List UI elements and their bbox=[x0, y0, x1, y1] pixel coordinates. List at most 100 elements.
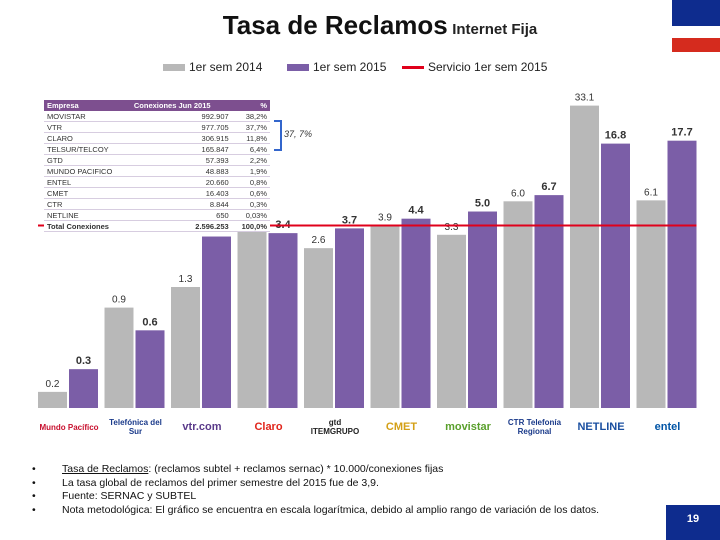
bar-2015 bbox=[534, 195, 564, 408]
table-cell-empresa: CTR bbox=[44, 198, 131, 210]
bar-2014 bbox=[38, 391, 67, 408]
table-cell-empresa: CMET bbox=[44, 187, 131, 199]
table-cell-pct: 6,4% bbox=[231, 143, 270, 155]
note-2: • La tasa global de reclamos del primer s… bbox=[32, 476, 379, 489]
page-number: 19 bbox=[686, 513, 700, 525]
table-total-pct: 100,0% bbox=[231, 220, 270, 232]
logo-mundo-pacifico: Mundo Pacífico bbox=[39, 422, 99, 432]
page-number-box bbox=[666, 505, 720, 540]
logo-entel: entel bbox=[654, 421, 681, 433]
logo-cmet: CMET bbox=[385, 421, 418, 433]
table-cell-conexiones: 57.393 bbox=[130, 154, 232, 166]
bar-2014 bbox=[104, 307, 134, 408]
note-4-text: Nota metodológica: El gráfico se encuent… bbox=[62, 503, 599, 516]
data-label-2015: 4.4 bbox=[408, 205, 424, 217]
legend-swatch-service bbox=[402, 66, 424, 70]
table-row: CMET 16.403 0,6% bbox=[44, 187, 270, 199]
table-cell-pct: 1,9% bbox=[231, 165, 270, 177]
note-1-tail: : (reclamos subtel + reclamos sernac) * … bbox=[148, 463, 444, 475]
table-cell-pct: 0,3% bbox=[231, 198, 270, 210]
table-cell-conexiones: 8.844 bbox=[130, 198, 232, 210]
data-label-2014: 33.1 bbox=[575, 93, 595, 104]
table-row: VTR 977.705 37,7% bbox=[44, 121, 270, 133]
data-label-2015: 3.7 bbox=[342, 214, 357, 226]
data-label-2014: 1.3 bbox=[179, 274, 193, 285]
title-main: Tasa de Reclamos bbox=[222, 10, 448, 40]
bar-2015 bbox=[335, 228, 364, 408]
table-header-empresa: Empresa bbox=[44, 100, 131, 111]
table-total-row: Total Conexiones 2.596.253 100,0% bbox=[44, 220, 270, 232]
bracket bbox=[274, 120, 282, 151]
data-label-2014: 3.9 bbox=[378, 212, 392, 223]
bar-2014 bbox=[171, 286, 200, 408]
data-label-2014: 6.0 bbox=[511, 188, 525, 199]
note-1: • Tasa de Reclamos: (reclamos subtel + re… bbox=[32, 463, 444, 475]
legend-item-2015: 1er sem 2015 bbox=[287, 60, 386, 74]
data-label-2015: 0.6 bbox=[142, 316, 157, 328]
note-4: • Nota metodológica: El gráfico se encuen… bbox=[32, 503, 599, 516]
flag-blue-band bbox=[672, 0, 720, 26]
table-cell-conexiones: 165.847 bbox=[130, 143, 232, 155]
table-cell-pct: 2,2% bbox=[231, 154, 270, 166]
flag-red-band bbox=[672, 38, 720, 52]
table-row: MOVISTAR 992.907 38,2% bbox=[44, 111, 270, 122]
table-row: CLARO 306.915 11,8% bbox=[44, 132, 270, 144]
table-row: MUNDO PACIFICO 48.883 1,9% bbox=[44, 165, 270, 177]
bar-2015 bbox=[468, 211, 497, 408]
table-row: TELSUR/TELCOY 165.847 6,4% bbox=[44, 143, 270, 155]
legend-swatch-2014 bbox=[163, 64, 185, 72]
slide-title: Tasa de Reclamos Internet Fija bbox=[150, 10, 610, 41]
note-2-text: La tasa global de reclamos del primer se… bbox=[62, 476, 379, 489]
bar-2014 bbox=[503, 201, 533, 408]
table-cell-empresa: MUNDO PACIFICO bbox=[44, 165, 131, 177]
data-label-2014: 3.3 bbox=[445, 222, 459, 233]
table-cell-empresa: CLARO bbox=[44, 132, 131, 144]
market-share-table: Empresa Conexiones Jun 2015 % MOVISTAR 99… bbox=[44, 100, 270, 232]
logo-telefonica-del-sur: Telefónica del Sur bbox=[109, 418, 162, 436]
bar-2015 bbox=[69, 369, 98, 408]
note-1-head: Tasa de Reclamos bbox=[62, 463, 149, 475]
title-sub: Internet Fija bbox=[452, 21, 538, 38]
data-label-2014: 6.1 bbox=[644, 187, 658, 198]
table-cell-conexiones: 977.705 bbox=[130, 121, 232, 133]
note-3: • Fuente: SERNAC y SUBTEL bbox=[32, 490, 197, 502]
bar-2014 bbox=[437, 234, 466, 408]
table-total-empresa: Total Conexiones bbox=[44, 220, 131, 232]
legend-item-2014: 1er sem 2014 bbox=[163, 60, 262, 74]
logo-movistar: movistar bbox=[445, 421, 491, 433]
data-label-2015: 17.7 bbox=[671, 127, 692, 139]
footnotes: • Tasa de Reclamos: (reclamos subtel + re… bbox=[30, 463, 650, 517]
data-label-2015: 16.8 bbox=[605, 130, 626, 142]
table-cell-pct: 37,7% bbox=[231, 121, 270, 133]
table-cell-pct: 11,8% bbox=[231, 132, 270, 144]
table-row: GTD 57.393 2,2% bbox=[44, 154, 270, 166]
legend-label-2014: 1er sem 2014 bbox=[189, 60, 263, 74]
legend-label-2015: 1er sem 2015 bbox=[313, 60, 387, 74]
bar-2015 bbox=[268, 233, 298, 408]
table-cell-conexiones: 650 bbox=[130, 209, 232, 221]
data-label-2015: 6.7 bbox=[541, 181, 556, 193]
bar-2014 bbox=[570, 105, 599, 409]
table-cell-conexiones: 16.403 bbox=[130, 187, 232, 199]
table-cell-empresa: VTR bbox=[44, 121, 131, 133]
bracket-label: 37, 7% bbox=[284, 129, 313, 139]
table-cell-empresa: ENTEL bbox=[44, 176, 131, 188]
table-cell-conexiones: 992.907 bbox=[130, 111, 232, 122]
logo-netline: NETLINE bbox=[577, 421, 625, 433]
table-cell-conexiones: 306.915 bbox=[130, 132, 232, 144]
bar-2015 bbox=[601, 143, 630, 408]
data-label-2015: 0.3 bbox=[76, 355, 91, 367]
bar-2015 bbox=[667, 140, 697, 408]
table-cell-empresa: NETLINE bbox=[44, 209, 131, 221]
bar-2014 bbox=[636, 200, 666, 408]
logo-ctr: CTR Telefonía Regional bbox=[507, 418, 562, 436]
table-cell-pct: 0,8% bbox=[231, 176, 270, 188]
logo-gtd: gtd ITEMGRUPO bbox=[310, 418, 360, 436]
bar-2015 bbox=[202, 236, 231, 408]
table-cell-pct: 0,03% bbox=[231, 209, 270, 221]
logo-vtr: vtr.com bbox=[182, 421, 222, 433]
note-3-text: Fuente: SERNAC y SUBTEL bbox=[62, 490, 197, 502]
table-cell-empresa: GTD bbox=[44, 154, 131, 166]
